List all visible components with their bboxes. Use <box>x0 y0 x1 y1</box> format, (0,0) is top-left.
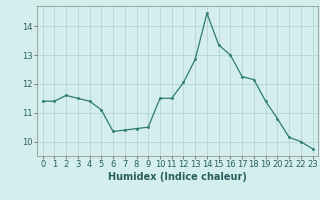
X-axis label: Humidex (Indice chaleur): Humidex (Indice chaleur) <box>108 172 247 182</box>
